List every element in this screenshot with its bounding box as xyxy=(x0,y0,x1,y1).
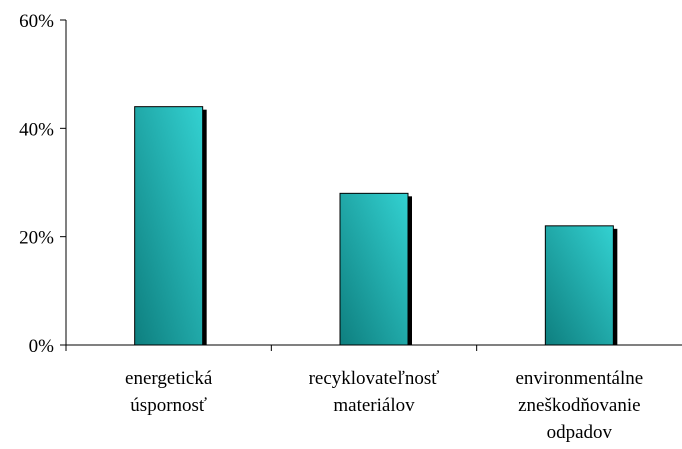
bar xyxy=(544,225,614,346)
chart-bars xyxy=(134,106,618,346)
x-category-label: energetická úspornosť xyxy=(125,368,213,416)
y-tick-label: 20% xyxy=(19,228,54,249)
chart-labels: 0% 20% 40% 60% energetická úspornosť recyklova… xyxy=(19,11,643,443)
bar xyxy=(339,192,409,346)
y-tick-label: 60% xyxy=(19,11,54,32)
y-tick-label: 0% xyxy=(29,336,55,357)
x-category-label: environmentálne zneškodňovanie odpadov xyxy=(515,368,643,443)
x-category-label: recyklovateľnosť materiálov xyxy=(309,368,440,416)
y-tick-label: 40% xyxy=(19,119,54,140)
bar xyxy=(134,106,204,346)
